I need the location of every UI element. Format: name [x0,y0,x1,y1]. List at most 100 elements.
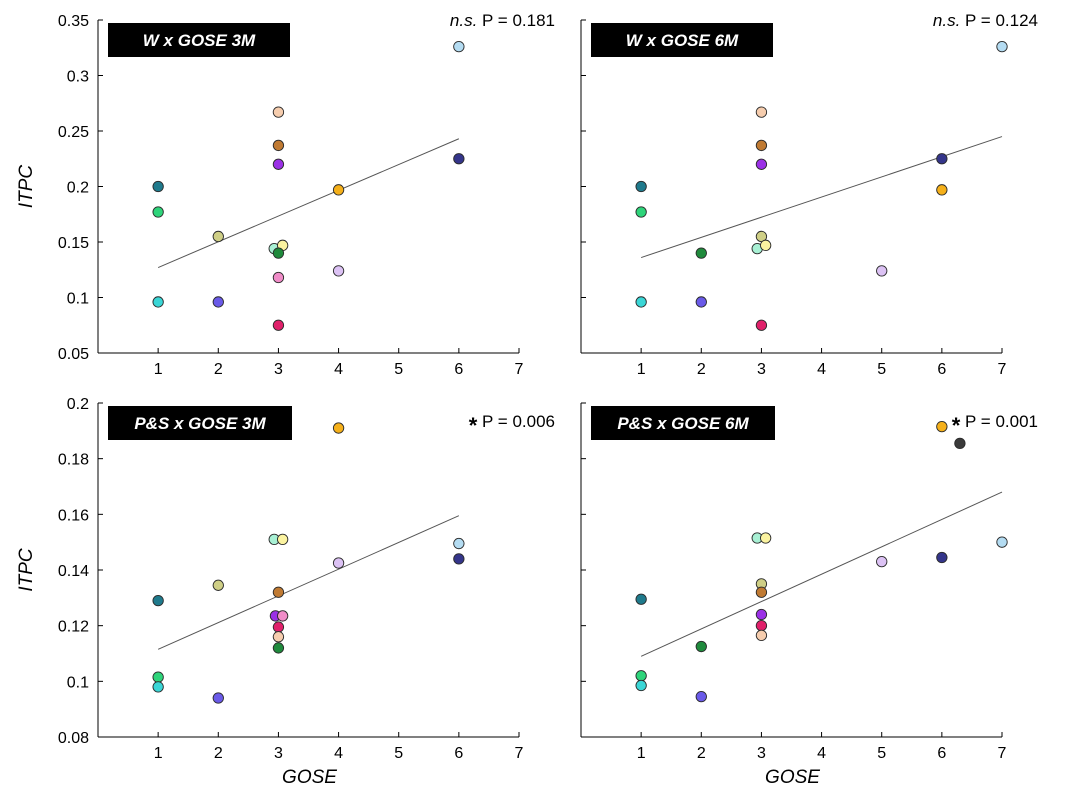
data-point [152,681,164,693]
y-tick-label: 0.12 [58,619,89,636]
panel-title-box: P&S x GOSE 3M [108,406,292,440]
x-tick-label: 4 [334,745,343,762]
y-tick-label: 0.25 [58,124,89,141]
regression-line [640,491,1003,657]
data-point [152,296,164,308]
panel-title-bg [591,23,773,57]
x-tick-label: 7 [998,361,1007,378]
y-tick-label: 0.08 [58,730,89,747]
p-value-annotation: * P = 0.006 [469,412,555,438]
data-point [755,586,768,598]
x-tick-label: 5 [394,745,403,762]
data-point [453,40,465,53]
panel-title-bg [108,406,292,440]
data-point [332,557,345,569]
data-point [212,230,224,243]
p-value-annotation: * P = 0.001 [952,412,1038,438]
x-tick-label: 1 [637,745,646,762]
data-point [996,40,1008,53]
data-point [272,642,285,654]
data-point [635,180,647,193]
data-point [453,553,465,565]
data-point [954,437,966,450]
data-point [276,610,289,622]
x-tick-label: 2 [214,361,223,378]
regression-line [157,515,460,650]
x-tick-label: 1 [637,361,646,378]
chart-panel: 1 2 3 4 5 6 7 P&S x GOSE 6M * P = 0.001 GOSE [580,402,1038,787]
data-point [635,679,647,692]
panel-title-bg [591,406,775,440]
data-point [152,594,164,607]
y-tick-label: 0.1 [67,674,89,691]
data-point [332,265,345,277]
y-axis-label: ITPC [16,548,37,592]
data-point [152,206,164,218]
data-point [759,239,772,251]
x-tick-label: 6 [454,745,463,762]
data-point [759,532,772,544]
p-value-text: P = 0.006 [482,412,555,431]
data-point [212,296,224,308]
data-point [936,184,948,196]
data-point [453,153,465,165]
x-tick-label: 5 [394,361,403,378]
data-point [332,184,345,196]
y-tick-label: 0.16 [58,507,89,524]
data-point [272,319,285,331]
x-tick-label: 5 [877,745,886,762]
data-point [272,586,285,598]
data-point [212,579,224,591]
x-tick-label: 4 [817,745,826,762]
panel-title-box: W x GOSE 3M [108,23,290,57]
significance-marker: * [469,413,478,438]
data-point [272,631,285,643]
x-tick-label: 1 [154,361,163,378]
y-tick-label: 0.15 [58,235,89,252]
data-point [755,629,768,642]
data-point [876,265,888,277]
data-point [936,153,948,165]
y-tick-label: 0.2 [67,180,89,197]
panel-title: W x GOSE 3M [143,31,256,50]
data-point [936,421,948,433]
chart-panel: 1 2 3 4 5 6 7 W x GOSE 6M n.s. P = 0.124 [580,11,1038,378]
panel-title: W x GOSE 6M [626,31,739,50]
y-tick-label: 0.18 [58,452,89,469]
x-tick-label: 6 [454,361,463,378]
x-axis-label: GOSE [282,767,337,787]
y-tick-label: 0.1 [67,291,89,308]
x-tick-label: 3 [274,745,283,762]
y-tick-label: 0.2 [67,396,89,413]
x-tick-label: 7 [998,745,1007,762]
data-point [936,551,948,564]
data-point [755,608,768,621]
x-tick-label: 2 [697,361,706,378]
data-point [272,139,285,152]
x-tick-label: 4 [334,361,343,378]
data-point [695,296,707,308]
data-point [272,106,285,118]
x-tick-label: 7 [515,361,524,378]
data-point [272,621,285,633]
data-point [755,620,768,632]
chart-panel: 1 2 3 4 5 6 7 0.08 0.1 0.12 0.14 0.16 0.18 0.2 P&S x G… [16,396,555,787]
data-point [272,158,285,170]
x-tick-label: 3 [757,745,766,762]
data-point [876,556,888,568]
x-tick-label: 6 [937,361,946,378]
y-tick-label: 0.14 [58,563,89,580]
data-point [635,296,647,308]
p-value-annotation: n.s. P = 0.124 [933,11,1038,30]
y-tick-label: 0.3 [67,69,89,86]
x-tick-label: 3 [757,361,766,378]
data-point [755,139,768,152]
x-tick-label: 7 [515,745,524,762]
regression-line [157,138,460,268]
y-axis-label: ITPC [16,165,37,209]
x-tick-label: 2 [214,745,223,762]
panel-title-box: P&S x GOSE 6M [591,406,775,440]
x-tick-label: 2 [697,745,706,762]
x-axis-label: GOSE [765,767,820,787]
data-point [755,319,768,331]
